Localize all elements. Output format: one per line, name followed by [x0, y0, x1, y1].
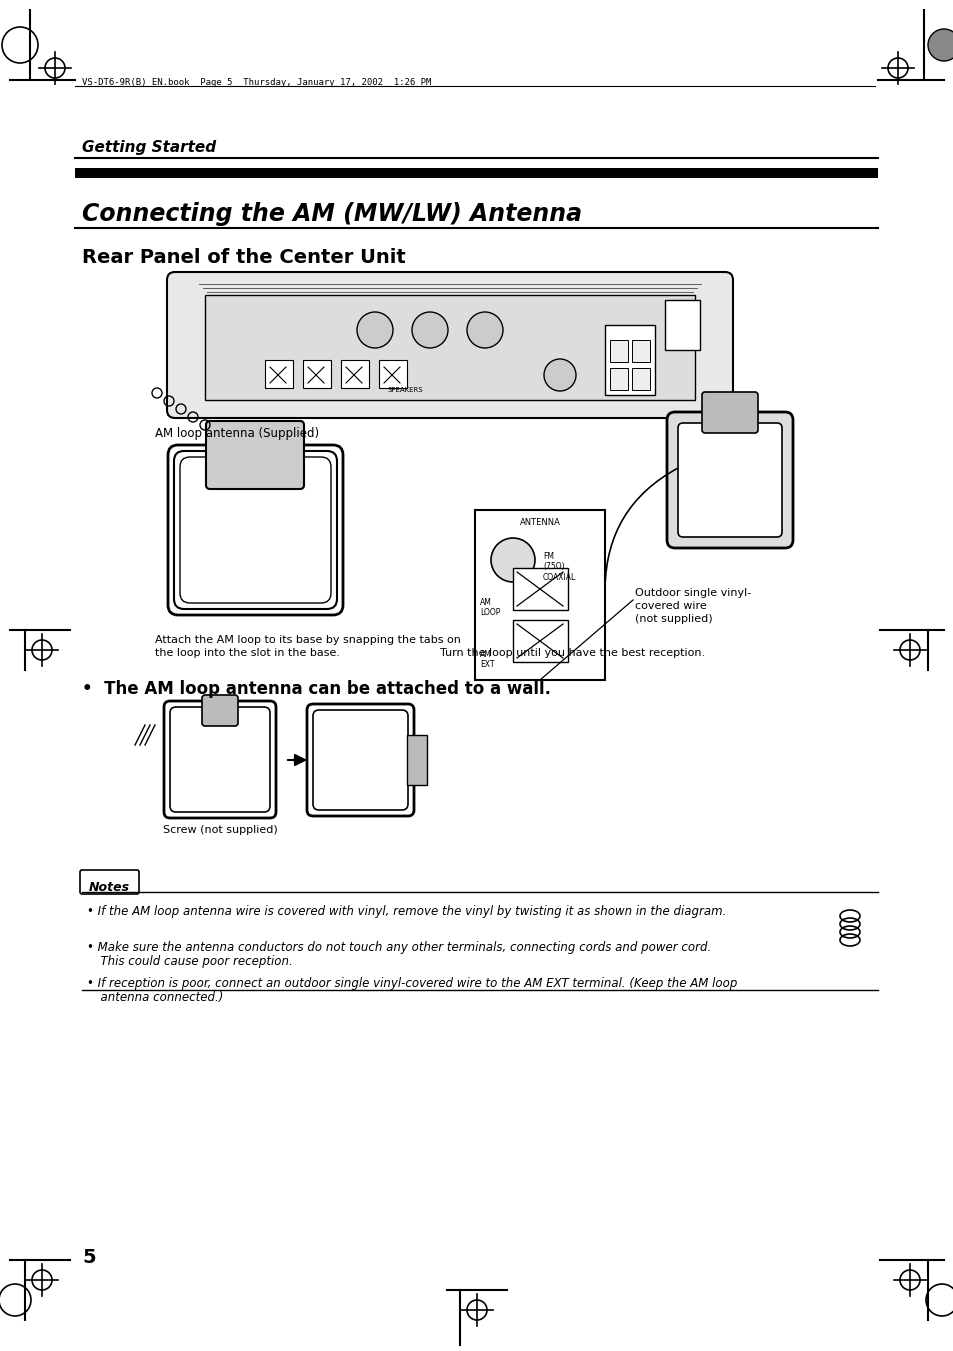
Text: Turn the loop until you have the best reception.: Turn the loop until you have the best re…: [439, 648, 704, 658]
Text: VS-DT6-9R(B)_EN.book  Page 5  Thursday, January 17, 2002  1:26 PM: VS-DT6-9R(B)_EN.book Page 5 Thursday, Ja…: [82, 78, 431, 86]
Text: (not supplied): (not supplied): [635, 613, 712, 624]
Text: Notes: Notes: [89, 881, 130, 894]
Text: Getting Started: Getting Started: [82, 141, 216, 155]
Text: SPEAKERS: SPEAKERS: [387, 386, 422, 393]
FancyBboxPatch shape: [167, 272, 732, 417]
Text: covered wire: covered wire: [635, 601, 706, 611]
FancyBboxPatch shape: [701, 392, 758, 434]
Bar: [303, 359, 331, 388]
Bar: [609, 367, 627, 390]
Circle shape: [543, 359, 576, 390]
Text: Outdoor single vinyl-: Outdoor single vinyl-: [635, 588, 750, 598]
Circle shape: [927, 28, 953, 61]
Bar: [604, 326, 655, 394]
Text: Screw (not supplied): Screw (not supplied): [162, 825, 277, 835]
Text: the loop into the slot in the base.: the loop into the slot in the base.: [154, 648, 339, 658]
Text: This could cause poor reception.: This could cause poor reception.: [92, 955, 293, 969]
Text: •  The AM loop antenna can be attached to a wall.: • The AM loop antenna can be attached to…: [82, 680, 551, 698]
Bar: [205, 295, 695, 400]
Bar: [664, 300, 700, 350]
Text: 5: 5: [82, 1248, 95, 1267]
FancyBboxPatch shape: [80, 870, 139, 894]
Bar: [75, 168, 877, 178]
Text: • Make sure the antenna conductors do not touch any other terminals, connecting : • Make sure the antenna conductors do no…: [87, 942, 711, 954]
Text: • If reception is poor, connect an outdoor single vinyl-covered wire to the AM E: • If reception is poor, connect an outdo…: [87, 977, 737, 990]
Text: Attach the AM loop to its base by snapping the tabs on: Attach the AM loop to its base by snappi…: [154, 635, 460, 644]
Text: • If the AM loop antenna wire is covered with vinyl, remove the vinyl by twistin: • If the AM loop antenna wire is covered…: [87, 905, 725, 917]
Text: Connecting the AM (MW/LW) Antenna: Connecting the AM (MW/LW) Antenna: [82, 203, 581, 226]
Text: AM
LOOP: AM LOOP: [479, 598, 500, 617]
Bar: [513, 567, 567, 611]
Bar: [378, 359, 407, 388]
FancyBboxPatch shape: [202, 694, 237, 725]
Text: FM
(75Ω)
COAXIAL: FM (75Ω) COAXIAL: [542, 553, 576, 582]
FancyBboxPatch shape: [206, 422, 304, 489]
Circle shape: [412, 312, 448, 349]
Bar: [475, 509, 604, 680]
FancyBboxPatch shape: [678, 423, 781, 536]
Text: ANTENNA: ANTENNA: [519, 517, 559, 527]
FancyBboxPatch shape: [666, 412, 792, 549]
Text: AM loop antenna (Supplied): AM loop antenna (Supplied): [154, 427, 319, 440]
Circle shape: [467, 312, 502, 349]
Bar: [407, 735, 427, 785]
Text: AM
EXT: AM EXT: [479, 650, 494, 669]
Text: antenna connected.): antenna connected.): [92, 992, 223, 1004]
Bar: [609, 340, 627, 362]
Circle shape: [356, 312, 393, 349]
Bar: [631, 367, 649, 390]
Bar: [513, 620, 567, 662]
Bar: [631, 340, 649, 362]
Bar: [340, 359, 369, 388]
Circle shape: [491, 538, 535, 582]
Bar: [265, 359, 293, 388]
Text: Rear Panel of the Center Unit: Rear Panel of the Center Unit: [82, 249, 405, 267]
